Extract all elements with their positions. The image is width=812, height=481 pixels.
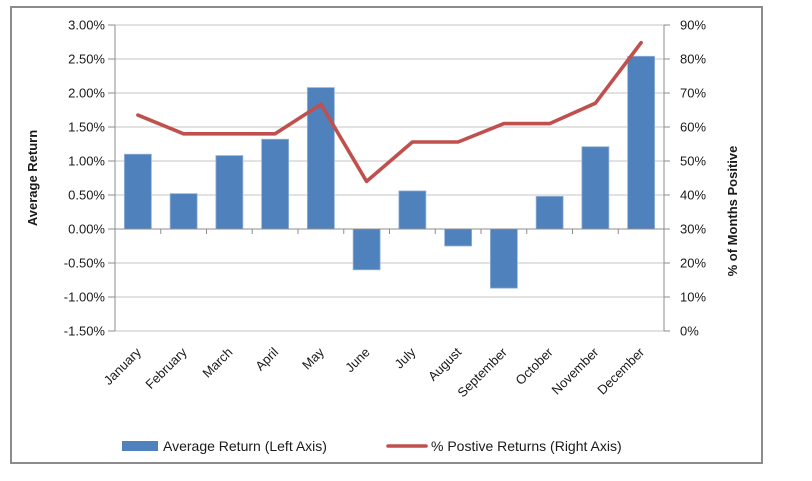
left-axis-tick-label: 0.50% bbox=[68, 188, 105, 203]
left-axis-title: Average Return bbox=[25, 130, 40, 226]
left-axis-tick-label: 0.00% bbox=[68, 222, 105, 237]
legend-line-label: % Postive Returns (Right Axis) bbox=[431, 438, 622, 454]
bar-december bbox=[627, 55, 656, 230]
positive-returns-line bbox=[136, 40, 643, 184]
right-axis-tick-label: 90% bbox=[680, 18, 706, 33]
bar-september bbox=[489, 228, 518, 289]
left-axis-tick-label: 2.00% bbox=[68, 86, 105, 101]
bar-june bbox=[352, 228, 381, 271]
right-axis-tick-label: 60% bbox=[680, 120, 706, 135]
left-axis-tick-label: 3.00% bbox=[68, 18, 105, 33]
bar-january bbox=[123, 153, 152, 230]
left-axis-tick-label: 2.50% bbox=[68, 52, 105, 67]
left-axis-tick-label: -0.50% bbox=[64, 256, 106, 271]
right-axis-tick-label: 10% bbox=[680, 290, 706, 305]
bar-march bbox=[215, 155, 244, 230]
right-axis-tick-label: 70% bbox=[680, 86, 706, 101]
right-axis-title: % of Months Positive bbox=[725, 146, 740, 277]
bar-april bbox=[261, 138, 290, 230]
right-axis-tick-label: 20% bbox=[680, 256, 706, 271]
legend: Average Return (Left Axis) % Postive Ret… bbox=[122, 438, 622, 454]
left-axis-tick-label: -1.00% bbox=[64, 290, 106, 305]
line-series-layer bbox=[136, 40, 643, 184]
bar-february bbox=[169, 193, 198, 230]
bar-august bbox=[444, 228, 473, 247]
legend-bar-label: Average Return (Left Axis) bbox=[163, 438, 327, 454]
legend-bar-swatch-icon bbox=[122, 441, 158, 451]
bar-november bbox=[581, 146, 610, 230]
left-axis-tick-label: -1.50% bbox=[64, 324, 106, 339]
right-axis-tick-label: 80% bbox=[680, 52, 706, 67]
right-axis-tick-label: 30% bbox=[680, 222, 706, 237]
right-axis-tick-label: 0% bbox=[680, 324, 699, 339]
bar-july bbox=[398, 190, 427, 230]
right-axis-tick-label: 40% bbox=[680, 188, 706, 203]
right-axis-tick-label: 50% bbox=[680, 154, 706, 169]
left-axis-tick-label: 1.00% bbox=[68, 154, 105, 169]
axes-layer bbox=[108, 24, 670, 332]
left-axis-tick-label: 1.50% bbox=[68, 120, 105, 135]
bar-october bbox=[535, 195, 564, 230]
